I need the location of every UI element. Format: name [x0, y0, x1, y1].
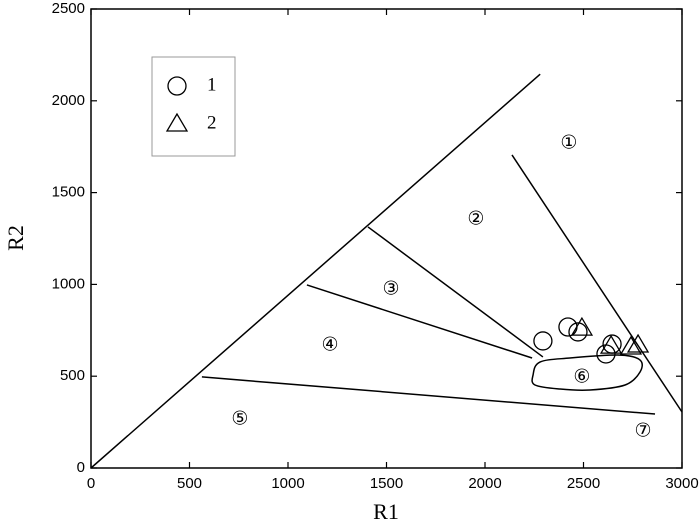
legend-box: [151, 56, 236, 157]
boundary-line: [511, 154, 683, 413]
y-tick-label: 2000: [52, 92, 85, 109]
point-circle: [533, 331, 553, 351]
point-circle: [558, 317, 578, 337]
boundary-line: [531, 354, 643, 391]
y-tick-label: 0: [77, 459, 85, 476]
point-triangle: [599, 334, 623, 354]
legend-marker: [165, 112, 189, 132]
region-label: ⑤: [231, 407, 248, 429]
point-triangle: [570, 316, 594, 336]
x-tick-label: 2500: [567, 475, 600, 492]
y-tick-label: 500: [60, 367, 85, 384]
region-label: ⑦: [634, 419, 651, 441]
region-label: ②: [467, 208, 484, 230]
boundary-line: [306, 284, 533, 359]
boundary-line: [201, 376, 656, 415]
x-tick-label: 1000: [271, 475, 304, 492]
point-triangle: [626, 333, 650, 353]
legend-label: 1: [207, 74, 217, 95]
legend-marker: [167, 76, 187, 96]
boundary-line: [90, 73, 541, 469]
point-circle: [596, 344, 616, 364]
region-label: ③: [383, 277, 400, 299]
y-tick-label: 2500: [52, 0, 85, 17]
y-tick-label: 1500: [52, 184, 85, 201]
x-tick-label: 1500: [370, 475, 403, 492]
region-label: ⑥: [573, 365, 590, 387]
x-tick-label: 2000: [468, 475, 501, 492]
x-tick-label: 0: [87, 475, 95, 492]
x-axis-label: R1: [373, 499, 399, 524]
point-circle: [568, 322, 588, 342]
y-tick-label: 1000: [52, 275, 85, 292]
boundary-line: [367, 226, 544, 358]
region-label: ①: [560, 132, 577, 154]
region-label: ④: [321, 333, 338, 355]
x-tick-label: 500: [177, 475, 202, 492]
x-tick-label: 3000: [665, 475, 698, 492]
point-triangle: [619, 335, 643, 355]
legend-label: 2: [207, 112, 217, 133]
y-axis-label: R2: [3, 225, 28, 251]
